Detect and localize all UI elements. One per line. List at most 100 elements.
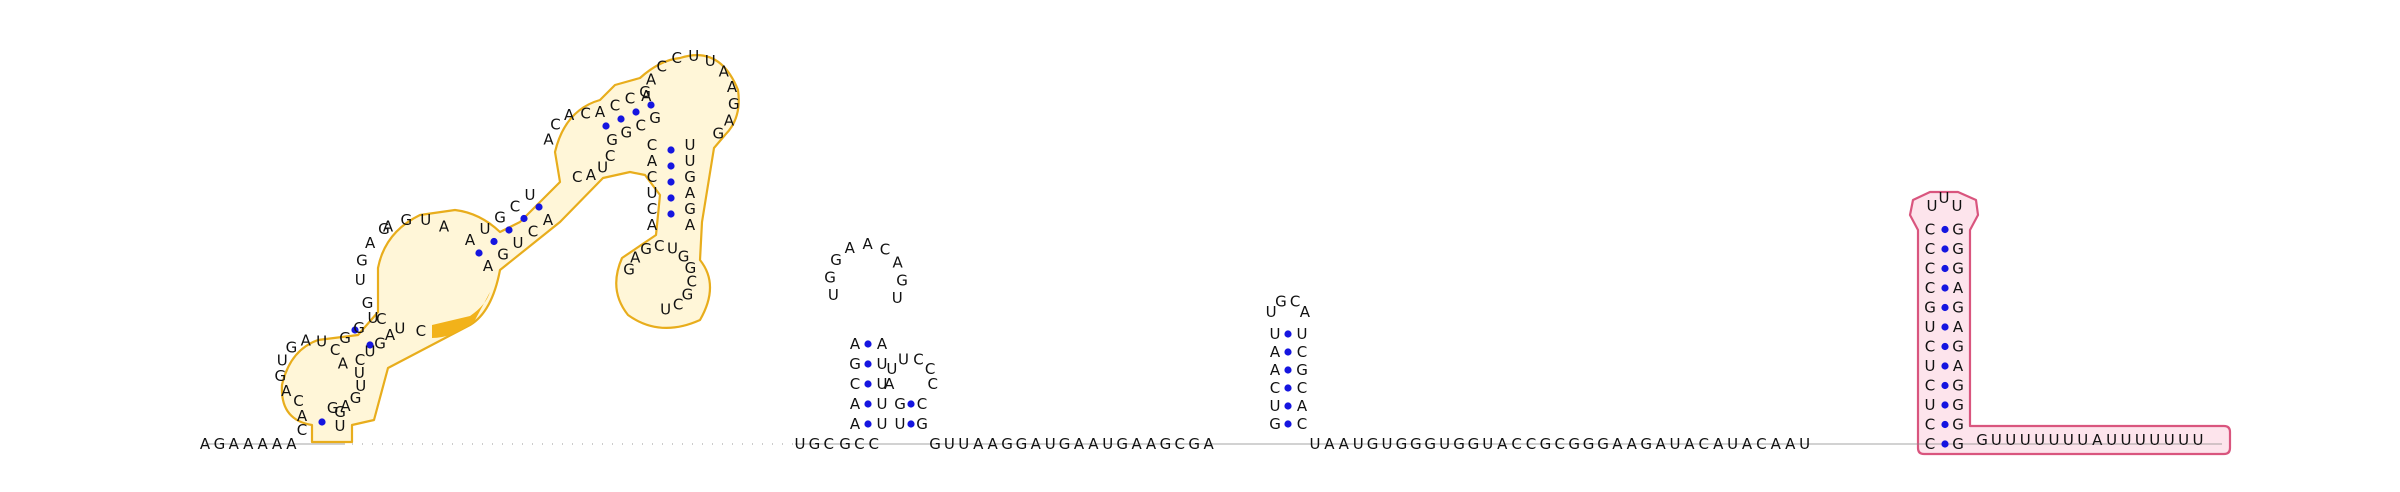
hairpin1-base: U <box>660 301 671 319</box>
hairpin5-base: G <box>1952 240 1964 258</box>
three-prime-base: U <box>2063 431 2074 449</box>
linker-base: G <box>1059 435 1071 453</box>
hairpin1-base: A <box>543 130 554 148</box>
linker-base: A <box>1088 435 1099 453</box>
linker-base: G <box>1410 435 1422 453</box>
hairpin5-base: C <box>1925 279 1935 297</box>
hairpin1-base: G <box>639 83 651 101</box>
base-pair-dot <box>520 214 528 223</box>
hairpin5-base: G <box>1952 338 1964 356</box>
hairpin1-base: C <box>610 96 620 114</box>
base-pair-dot <box>1941 264 1949 273</box>
hairpin1-base: C <box>605 147 615 165</box>
base-pair-dot <box>1941 284 1949 292</box>
base-pair-dot <box>351 326 359 334</box>
linker-base: U <box>1799 435 1810 453</box>
hairpin3-loop-base: A <box>884 375 895 393</box>
hairpin1-base: G <box>339 329 351 347</box>
hairpin2-base: A <box>877 335 888 353</box>
hairpin1-base: C <box>672 49 682 67</box>
base-pair-dot <box>864 360 872 368</box>
base-pair-dot <box>667 194 675 202</box>
hairpin1-base: U <box>316 333 327 351</box>
hairpin2-base: A <box>850 335 861 353</box>
hairpin1-base: G <box>374 334 386 352</box>
three-prime-base: U <box>2049 431 2060 449</box>
linker-base: A <box>1655 435 1666 453</box>
hairpin1-base: U <box>368 309 379 327</box>
hairpin1-base: G <box>684 168 696 186</box>
hairpin1-base: U <box>705 52 716 70</box>
hairpin1-base: G <box>327 399 339 417</box>
linker-base: G <box>1568 435 1580 453</box>
hairpin4-base: U <box>1270 397 1281 415</box>
hairpin1-base: A <box>338 355 349 373</box>
three-prime-base: U <box>2005 431 2016 449</box>
linker-base: C <box>824 435 834 453</box>
hairpin5-base: U <box>1925 396 1936 414</box>
base-pair-dot <box>864 380 872 388</box>
hairpin1-base: G <box>400 211 412 229</box>
hairpin3-base: U <box>895 415 906 433</box>
hairpin5-base: C <box>1925 416 1935 434</box>
hairpin1-base: C <box>687 273 697 291</box>
base-pair-dot <box>1941 323 1949 331</box>
base-pair-dot <box>475 249 483 257</box>
hairpin1-base: A <box>483 257 494 275</box>
linker-base: A <box>1031 435 1042 453</box>
hairpin3-loop-base: C <box>925 360 935 378</box>
base-pair-dot <box>632 108 640 116</box>
hairpin1-base: C <box>510 197 520 215</box>
linker-base: C <box>1526 435 1536 453</box>
three-prime-base: U <box>2121 431 2132 449</box>
three-prime-base: U <box>2149 431 2160 449</box>
hairpin4-loop-base: C <box>1290 293 1300 311</box>
linker-base: A <box>987 435 998 453</box>
hairpin5-base: A <box>1953 318 1964 336</box>
base-pair-dot <box>535 203 543 211</box>
hairpin5-base: C <box>1925 221 1935 239</box>
hairpin5-base: G <box>1952 396 1964 414</box>
hairpin1-base: C <box>416 322 426 340</box>
hairpin3-loop-base: U <box>898 350 909 368</box>
base-pair-dot <box>1284 348 1292 356</box>
hairpin3-loop-base: U <box>886 360 897 378</box>
hairpin1-base: A <box>383 218 394 236</box>
hairpin1-base: U <box>685 152 696 170</box>
hairpin3-base: C <box>917 395 927 413</box>
base-pair-dot <box>907 400 915 408</box>
linker-base: G <box>839 435 851 453</box>
hairpin2-base: U <box>877 355 888 373</box>
hairpin1-base: A <box>724 111 735 129</box>
base-pair-dot <box>617 115 625 123</box>
linker-base: G <box>1640 435 1652 453</box>
hairpin5-loop-base: U <box>1939 189 1950 207</box>
three-prime-base: U <box>2077 431 2088 449</box>
linker-base: U <box>1353 435 1364 453</box>
base-pair-dot <box>907 420 915 428</box>
hairpin2-base: U <box>877 375 888 393</box>
hairpin2-loop-base: G <box>896 271 908 289</box>
hairpin1-base: C <box>376 310 386 328</box>
hairpin1-base: G <box>378 220 390 238</box>
hairpin1-base: U <box>365 343 376 361</box>
three-prime-base: U <box>2193 431 2204 449</box>
hairpin1-base: A <box>727 78 738 96</box>
linker-base: A <box>1785 435 1796 453</box>
hairpin5-loop-base: U <box>1952 197 1963 215</box>
hairpin1-base: A <box>564 106 575 124</box>
hairpin5-base: G <box>1924 299 1936 317</box>
base-pair-dot <box>864 420 872 428</box>
linker-base: C <box>869 435 879 453</box>
hairpin1-base: G <box>728 95 740 113</box>
five-prime-base: G <box>214 435 226 453</box>
hairpin1-base: C <box>647 168 657 186</box>
base-pair-dot <box>318 418 326 426</box>
hairpin3-loop-base: C <box>927 375 937 393</box>
linker-base: A <box>1324 435 1335 453</box>
hairpin1-base: G <box>286 339 298 357</box>
linker-base: A <box>1684 435 1695 453</box>
base-pair-dot <box>1284 384 1292 392</box>
hairpin5-base: G <box>1952 435 1964 453</box>
pink-highlight-region <box>1908 190 2232 456</box>
